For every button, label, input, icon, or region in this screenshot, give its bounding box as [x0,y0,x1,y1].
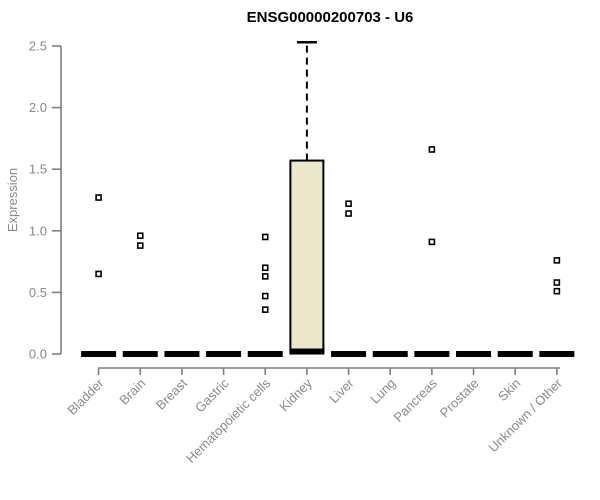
outlier-point [428,238,436,246]
y-tick-label: 0.0 [29,347,47,362]
outlier-point [136,242,144,249]
median-bar [414,351,450,357]
outlier-point [95,270,102,278]
median-bar [456,351,492,357]
outlier-point [553,287,561,295]
outlier-point [553,279,561,286]
median-bar [331,351,367,357]
chart-title: ENSG00000200703 - U6 [247,9,414,26]
outlier-point [261,273,269,280]
x-tick-label: Gastric [192,375,232,415]
outlier-point [95,194,102,201]
median-bar [206,351,242,357]
median-bar [81,351,117,357]
outlier-point [345,210,352,217]
median-bar [372,351,408,357]
median-bar [122,351,158,357]
outlier-point [428,146,436,153]
box [289,159,325,353]
median-bar [164,351,200,357]
outlier-point [261,233,269,241]
y-tick-label: 0.5 [29,285,47,300]
outlier-point [345,200,352,207]
x-tick-label: Unknown / Other [485,375,565,455]
y-tick-label: 2.0 [29,100,47,115]
median-bar [497,351,533,357]
x-tick-label: Brain [116,376,148,408]
y-axis-title: Expression [5,168,20,232]
y-tick-label: 2.5 [29,39,47,54]
y-tick-label: 1.5 [29,162,47,177]
x-tick-label: Kidney [276,375,315,414]
median-bar [289,348,325,355]
plot-area: 0.0 0.5 1.0 1.5 2.0 2.5 Bladder Brain Breast Gast… [29,39,575,466]
x-tick-label: Breast [153,375,190,412]
median-bar [539,351,575,357]
outlier-point [261,292,269,300]
x-tick-label: Pancreas [391,375,441,425]
x-tick-label: Skin [495,376,523,404]
outlier-point [261,306,269,313]
x-tick-label: Bladder [64,375,107,418]
x-tick-label: Liver [326,375,357,406]
outlier-point [136,232,144,240]
median-bar [247,351,283,357]
x-tick-label: Lung [367,376,398,407]
outlier-point [261,264,269,272]
y-tick-label: 1.0 [29,223,47,238]
x-tick-label: Prostate [437,376,482,421]
outlier-point [553,257,561,264]
